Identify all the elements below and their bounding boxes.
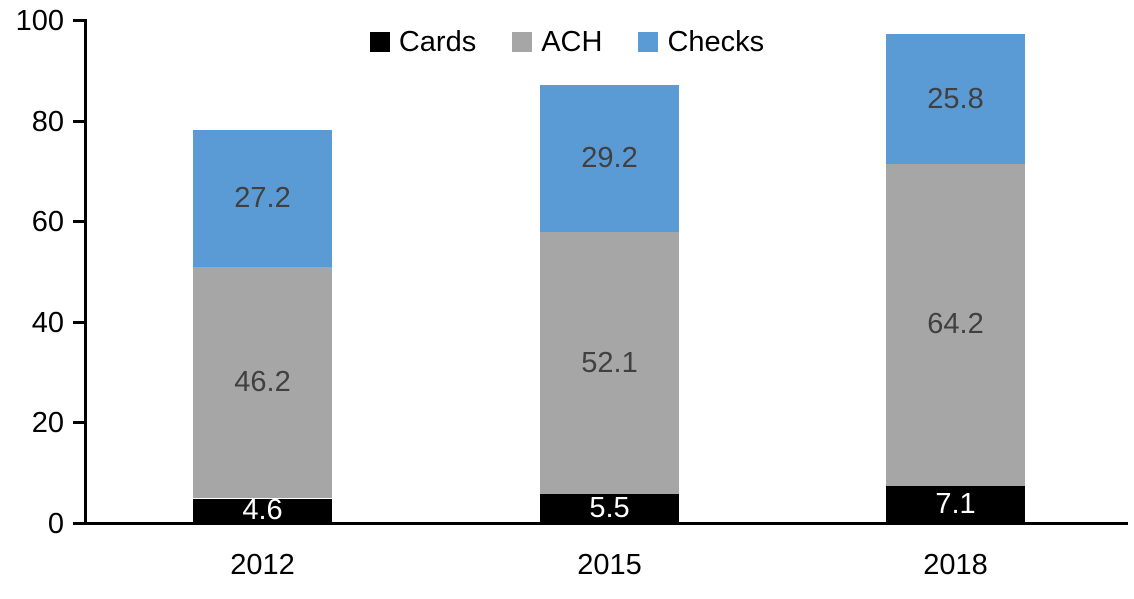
bar-segment-2015-checks: 29.2 xyxy=(540,85,679,232)
y-tick xyxy=(73,421,84,424)
legend-item-cards: Cards xyxy=(369,26,477,58)
legend: Cards ACH Checks xyxy=(0,27,1134,57)
value-label: 4.6 xyxy=(242,494,283,526)
y-axis xyxy=(84,19,87,525)
y-tick-label: 80 xyxy=(31,106,64,138)
y-tick xyxy=(73,120,84,123)
legend-swatch-ach xyxy=(512,32,533,52)
x-tick-label-2018: 2018 xyxy=(923,549,988,581)
x-axis xyxy=(84,522,1128,525)
legend-swatch-checks xyxy=(638,32,659,52)
y-tick xyxy=(73,19,84,22)
legend-swatch-cards xyxy=(369,32,390,52)
bar-segment-2018-ach: 64.2 xyxy=(886,163,1025,486)
legend-item-checks: Checks xyxy=(638,27,764,57)
y-tick xyxy=(73,220,84,223)
x-tick-label-2015: 2015 xyxy=(577,549,642,581)
bar-segment-2015-cards: 5.5 xyxy=(540,491,679,524)
bar-segment-2012-checks: 27.2 xyxy=(193,130,332,267)
x-tick-label-2012: 2012 xyxy=(230,549,295,581)
value-label: 46.2 xyxy=(234,365,291,398)
value-label: 25.8 xyxy=(927,82,984,115)
bar-segment-2015-ach: 52.1 xyxy=(540,232,679,494)
bar-segment-2012-ach: 46.2 xyxy=(193,266,332,498)
value-label: 64.2 xyxy=(927,308,984,340)
legend-item-ach: ACH xyxy=(512,27,602,57)
value-label: 52.1 xyxy=(581,346,638,379)
value-label: 29.2 xyxy=(581,142,638,174)
y-tick-label: 60 xyxy=(31,206,64,238)
bar-segment-2018-cards: 7.1 xyxy=(886,486,1025,522)
value-label: 5.5 xyxy=(589,491,630,524)
y-tick-label: 40 xyxy=(31,307,64,339)
legend-label: Checks xyxy=(667,26,765,58)
y-tick xyxy=(73,522,84,525)
value-label: 7.1 xyxy=(935,487,976,520)
y-tick-label: 20 xyxy=(31,407,64,439)
bar-segment-2018-checks: 25.8 xyxy=(886,34,1025,164)
y-tick xyxy=(73,321,84,324)
legend-label: Cards xyxy=(398,26,477,58)
y-tick-label: 100 xyxy=(15,5,64,37)
legend-label: ACH xyxy=(541,26,603,58)
value-label: 27.2 xyxy=(234,182,291,214)
y-tick-label: 0 xyxy=(47,508,64,540)
bar-segment-2012-cards: 4.6 xyxy=(193,494,332,526)
